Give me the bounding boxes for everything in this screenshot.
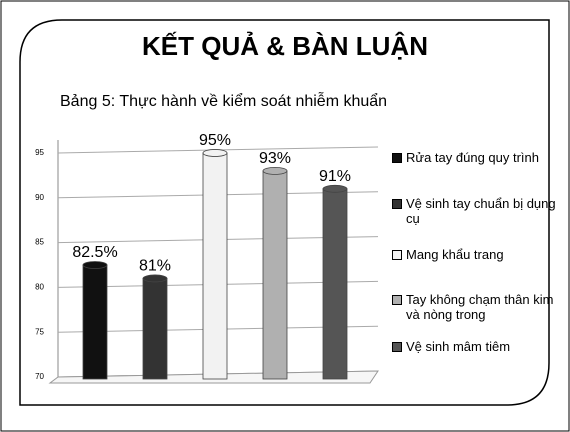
value-label: 82.5%: [72, 244, 117, 261]
y-tick-label: 70: [35, 372, 44, 381]
legend-entry: Vệ sinh mâm tiêm: [392, 339, 557, 354]
bar: [82, 264, 108, 380]
bar-top: [322, 184, 348, 193]
legend-label: Vệ sinh mâm tiêm: [406, 339, 511, 354]
legend-swatch: [392, 199, 402, 209]
legend-label: Mang khẩu trang: [406, 247, 504, 262]
legend-swatch: [392, 295, 402, 305]
legend-swatch: [392, 153, 402, 163]
value-label: 81%: [139, 258, 171, 275]
bar: [202, 152, 228, 380]
y-tick-label: 90: [35, 193, 44, 202]
legend-label: Vệ sinh tay chuẩn bị dụng cụ: [406, 196, 556, 226]
bar: [262, 170, 288, 380]
value-label: 91%: [319, 168, 351, 185]
bar-top: [262, 166, 288, 175]
y-tick-label: 95: [35, 148, 44, 157]
legend-swatch: [392, 342, 402, 352]
y-tick-label: 75: [35, 327, 44, 336]
value-label: 95%: [199, 132, 231, 149]
y-tick-label: 85: [35, 238, 44, 247]
subtitle: Bảng 5: Thực hành về kiểm soát nhiễm khu…: [60, 91, 387, 110]
legend-swatch: [392, 250, 402, 260]
slide-title: KẾT QUẢ & BÀN LUẬN: [142, 31, 428, 61]
value-label: 93%: [259, 150, 291, 167]
bar-top: [82, 261, 108, 269]
frame: [19, 19, 550, 406]
legend-entry: Vệ sinh tay chuẩn bị dụng cụ: [392, 196, 557, 226]
bar-top: [202, 149, 228, 157]
legend-entry: Mang khẩu trang: [392, 247, 557, 262]
legend-label: Tay không chạm thân kim và nòng trong: [406, 292, 554, 322]
bar-top: [142, 274, 168, 283]
legend-label: Rửa tay đúng quy trình: [406, 150, 540, 165]
legend-entry: Rửa tay đúng quy trình: [392, 150, 557, 165]
bar: [322, 188, 348, 380]
y-tick-label: 80: [35, 282, 44, 291]
legend-entry: Tay không chạm thân kim và nòng trong: [392, 292, 557, 322]
bar: [142, 278, 168, 380]
